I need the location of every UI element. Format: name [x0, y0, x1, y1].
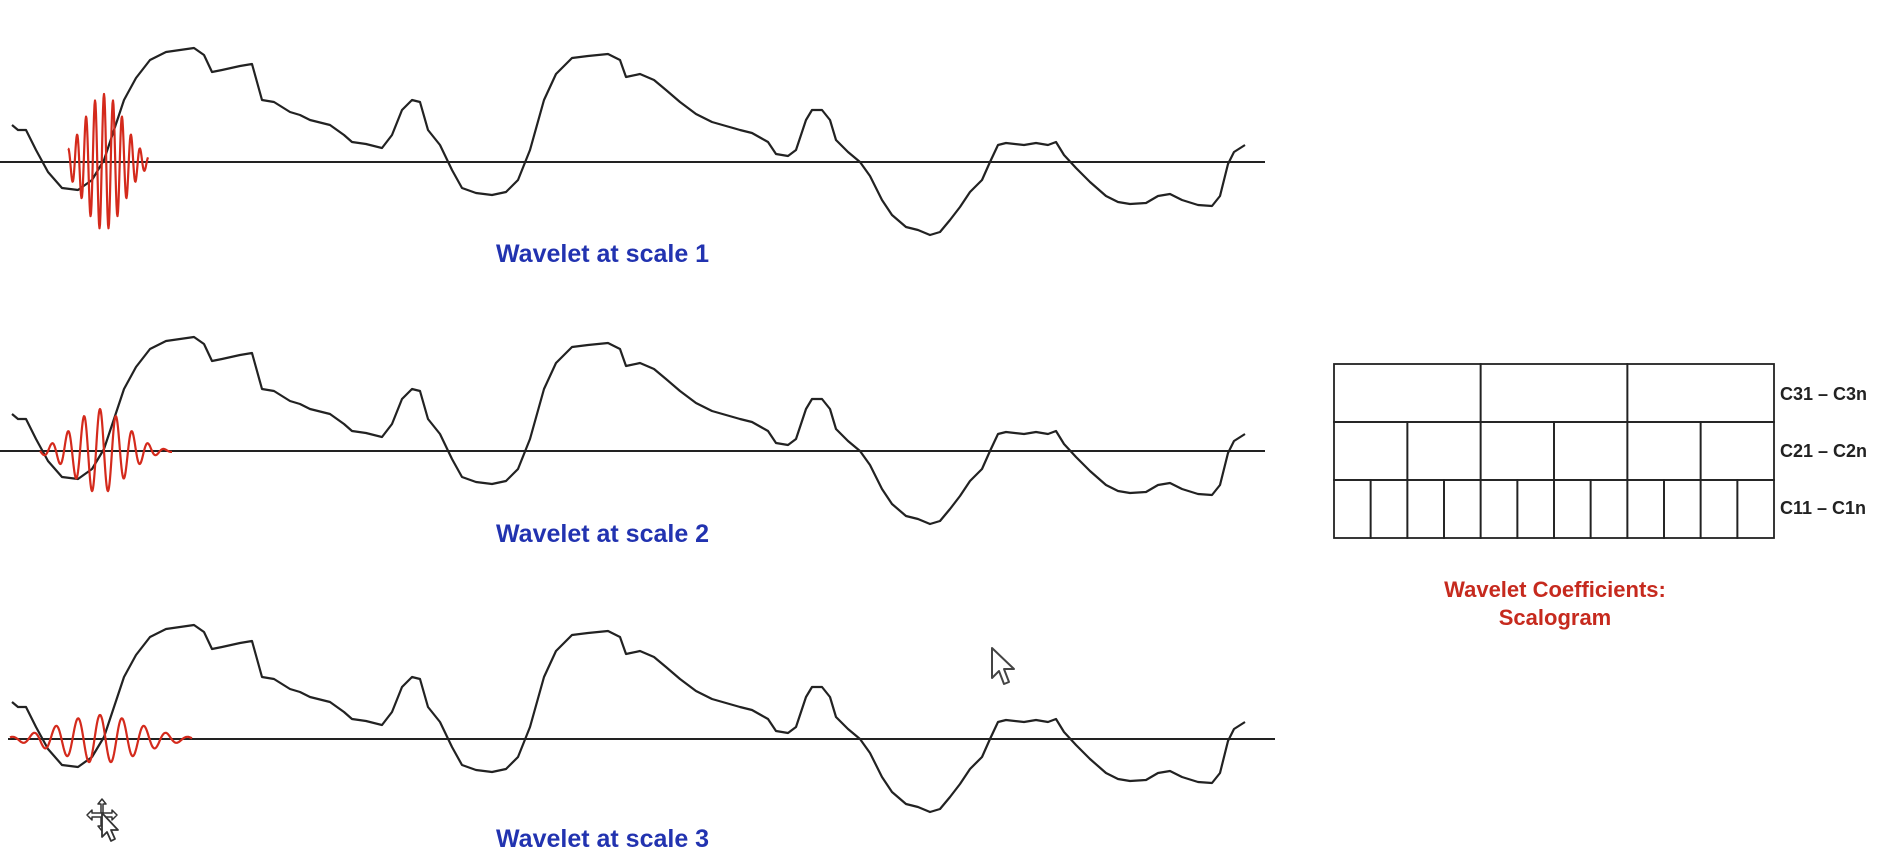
- caption-scale-1: Wavelet at scale 1: [496, 240, 710, 268]
- scalogram-cell: [1333, 363, 1482, 423]
- scalogram-cell: [1406, 479, 1445, 539]
- arrow-cursor-icon: [991, 647, 1015, 685]
- scalogram-cell: [1333, 479, 1372, 539]
- signal-waveform: [11, 623, 1246, 814]
- signal-panel-scale-3: Wavelet at scale 3: [0, 577, 1280, 853]
- scalogram-cell: [1626, 421, 1702, 481]
- scalogram-cell: [1479, 479, 1519, 539]
- row-label-scale-1: C11 – C1n: [1780, 498, 1867, 518]
- move-cursor-icon: [86, 798, 119, 842]
- signal-plot-scale-1: [0, 46, 1265, 237]
- scalogram-cell: [1626, 363, 1775, 423]
- scalogram-title: Wavelet Coefficients: Scalogram: [1430, 576, 1680, 632]
- scalogram-title-line-1: Wavelet Coefficients:: [1444, 577, 1666, 602]
- scalogram-cell: [1699, 479, 1739, 539]
- scalogram-title-line-2: Scalogram: [1498, 605, 1612, 630]
- scalogram-grid: [1333, 363, 1775, 539]
- signal-panel-scale-2: Wavelet at scale 2: [0, 289, 1280, 549]
- scalogram-cell: [1736, 479, 1775, 539]
- scalogram-cell: [1626, 479, 1665, 539]
- scalogram-cell: [1553, 479, 1592, 539]
- scalogram-cell: [1479, 421, 1555, 481]
- signal-waveform: [11, 46, 1246, 237]
- signal-panel-scale-1: Wavelet at scale 1: [0, 0, 1280, 268]
- wavelet-scale-1: [67, 92, 150, 230]
- scalogram-cell: [1699, 421, 1775, 481]
- scalogram-cell: [1406, 421, 1482, 481]
- scalogram-cell: [1553, 421, 1629, 481]
- row-label-scale-2: C21 – C2n: [1780, 441, 1868, 461]
- wavelet-scale-3: [9, 713, 193, 764]
- scalogram-cell: [1479, 363, 1629, 423]
- scalogram-cell: [1333, 421, 1409, 481]
- wavelet-scale-2: [39, 407, 173, 493]
- row-label-scale-3: C31 – C3n: [1780, 384, 1868, 404]
- caption-scale-2: Wavelet at scale 2: [496, 520, 710, 548]
- scalogram-cell: [1443, 479, 1482, 539]
- signal-plot-scale-3: [8, 623, 1275, 814]
- signal-plot-scale-2: [0, 335, 1265, 526]
- scalogram-cell: [1663, 479, 1702, 539]
- scalogram-cell: [1369, 479, 1409, 539]
- caption-scale-3: Wavelet at scale 3: [496, 825, 710, 853]
- signal-waveform: [11, 335, 1246, 526]
- scalogram-cell: [1516, 479, 1555, 539]
- scalogram-cell: [1589, 479, 1629, 539]
